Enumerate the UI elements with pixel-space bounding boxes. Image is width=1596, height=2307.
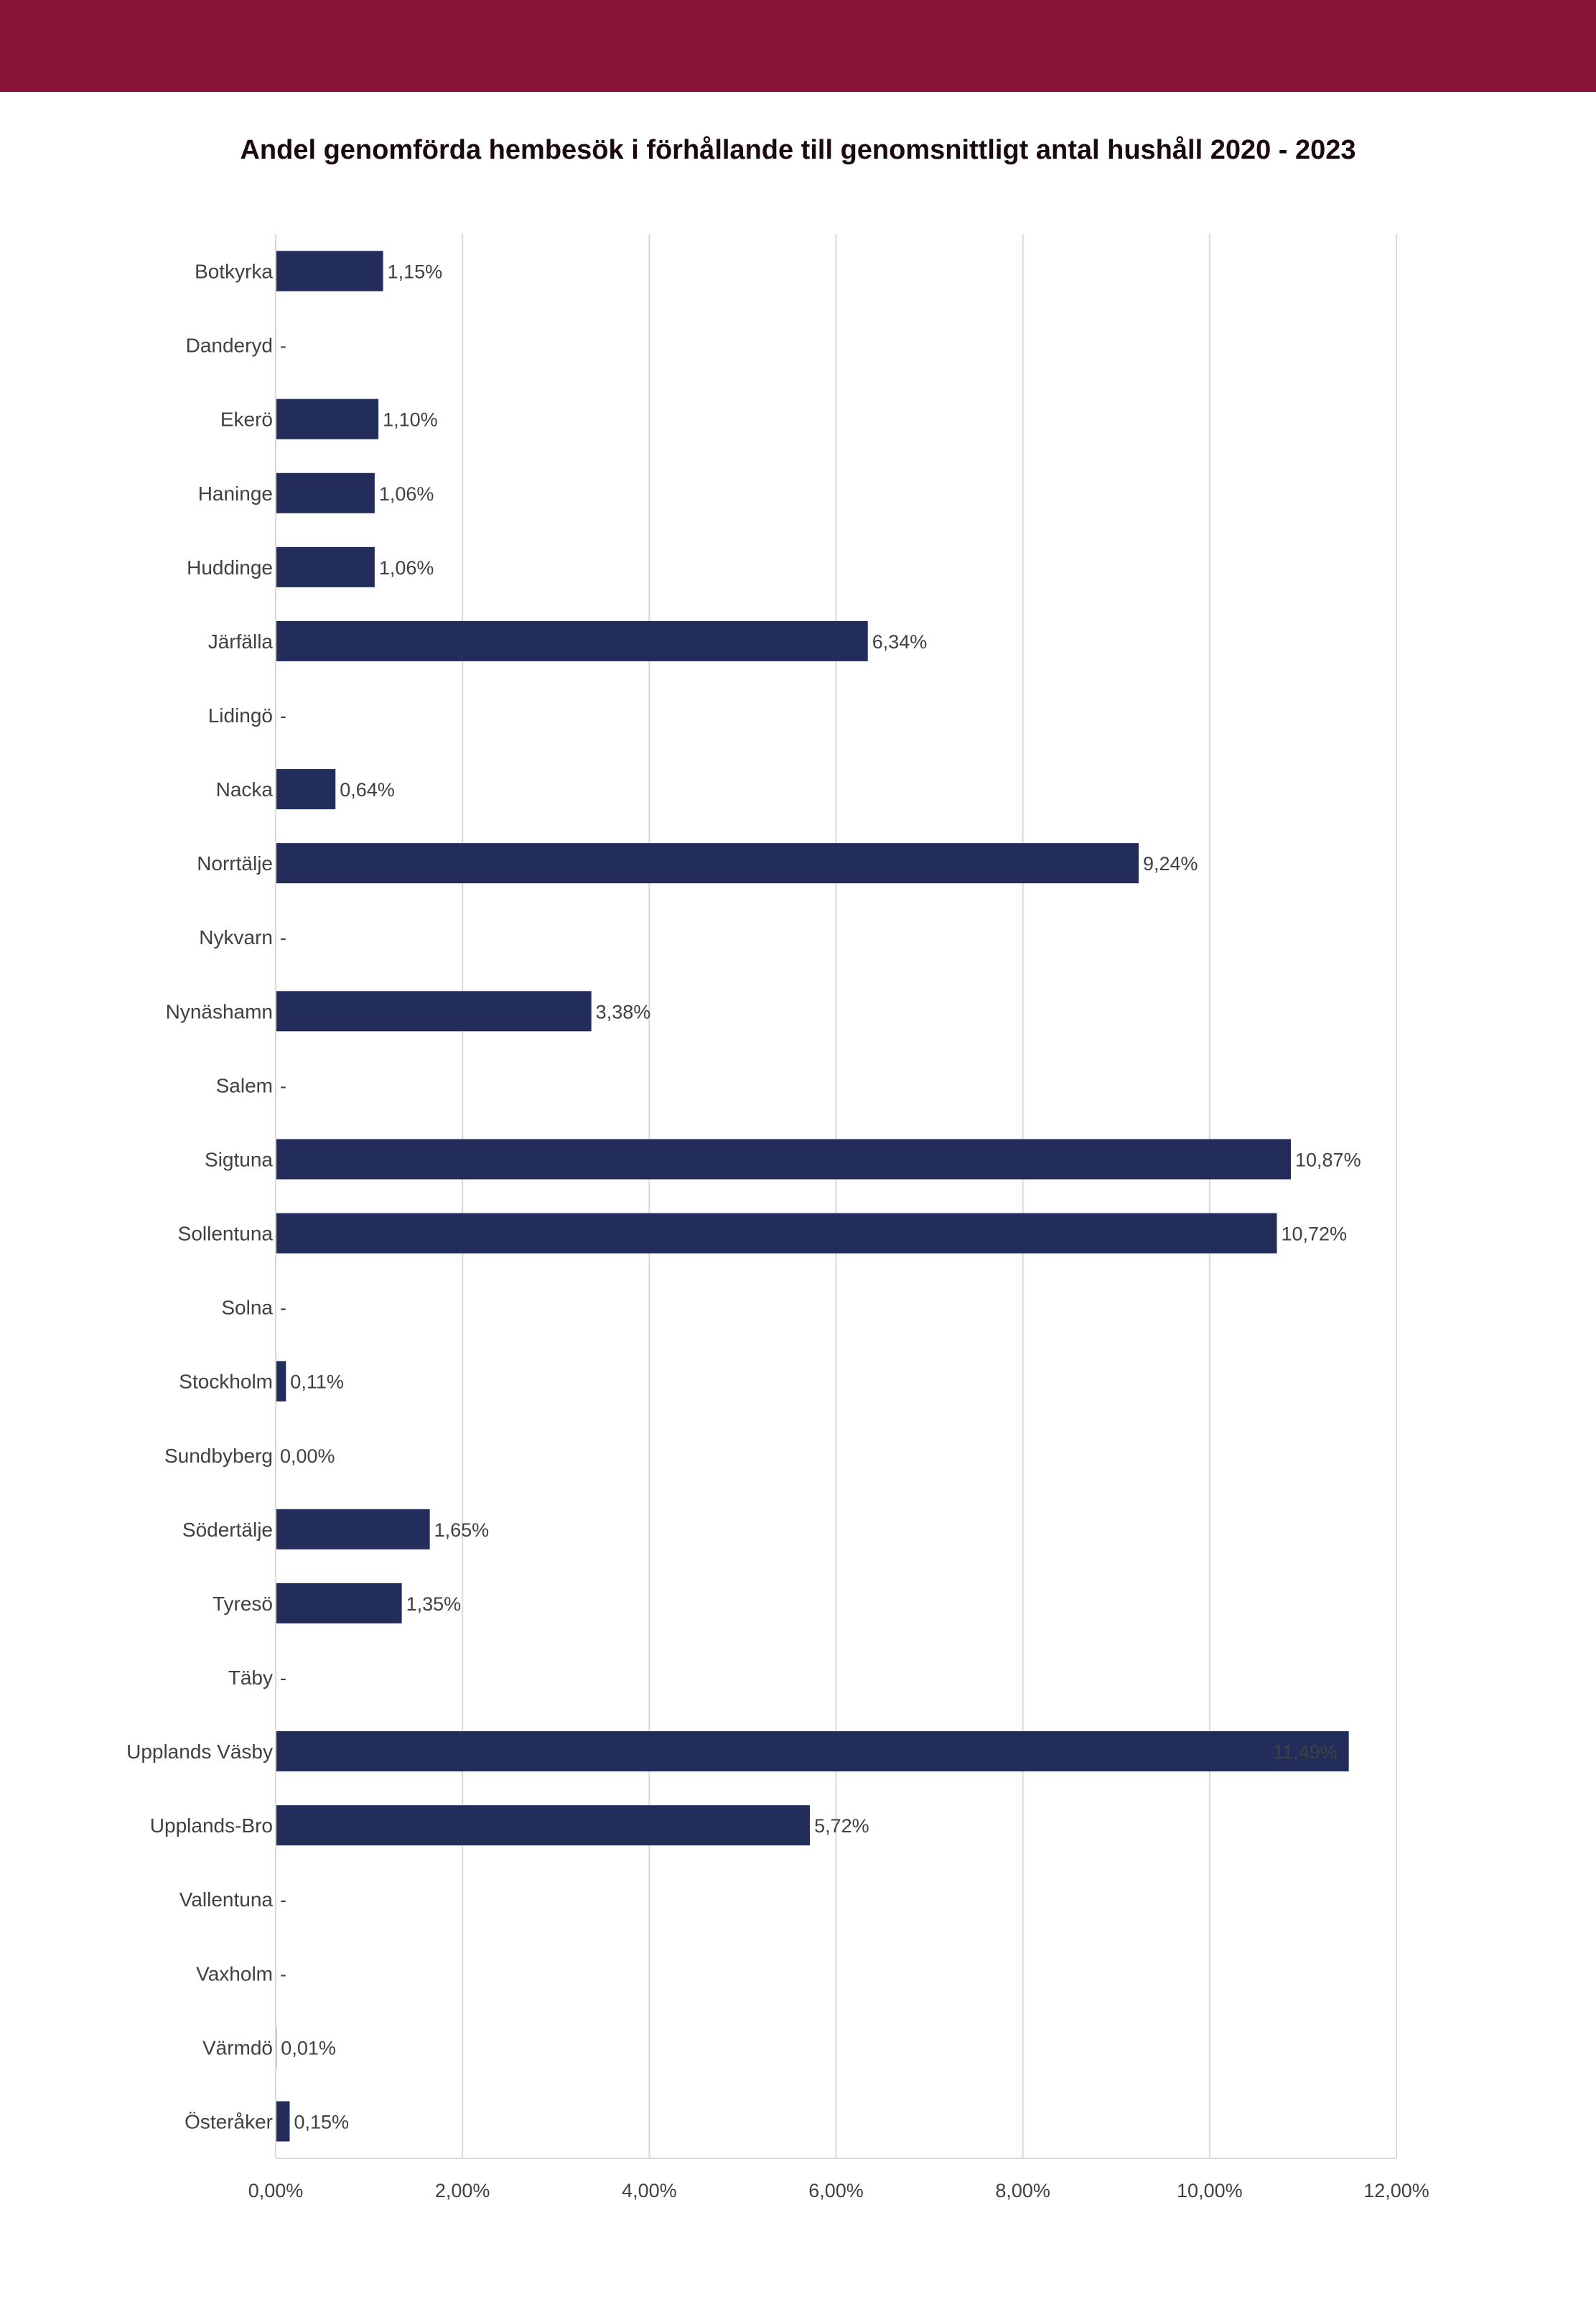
data-label-ekero: 1,10% [383, 409, 438, 431]
labels: 0,00% 2,00% 4,00% 6,00% 8,00% 10,00% 12,00% Bot… [126, 261, 1429, 2201]
bar-norrtalje [276, 843, 1139, 884]
bar-nacka [276, 769, 336, 810]
data-label-osteraker: 0,15% [294, 2111, 350, 2133]
category-label-huddinge: Huddinge [187, 556, 273, 579]
data-label-sodertalje: 1,65% [434, 1519, 490, 1541]
x-tick-label: 0,00% [248, 2180, 304, 2201]
category-label-nynashamn: Nynäshamn [166, 1000, 273, 1022]
data-label-salem: - [280, 1075, 286, 1096]
category-label-nacka: Nacka [216, 778, 274, 801]
data-label-solna: - [280, 1297, 286, 1319]
bar-jarfalla [276, 620, 868, 661]
bar-nynashamn [276, 991, 592, 1032]
header-band [0, 0, 1596, 92]
bar-sigtuna [276, 1139, 1292, 1180]
data-label-taby: - [280, 1667, 286, 1689]
data-label-vallentuna: - [280, 1889, 286, 1911]
x-tick-label: 10,00% [1177, 2180, 1243, 2201]
category-label-upplands-bro: Upplands-Bro [150, 1814, 273, 1837]
x-tick-label: 4,00% [622, 2180, 677, 2201]
bar-upplands-vasby [276, 1731, 1349, 1772]
data-label-lidingo: - [280, 705, 286, 727]
data-label-sigtuna: 10,87% [1295, 1149, 1361, 1170]
bar-botkyrka [276, 251, 383, 292]
category-label-lidingo: Lidingö [208, 704, 273, 727]
data-label-stockholm: 0,11% [290, 1371, 344, 1393]
category-label-tyreso: Tyresö [213, 1593, 273, 1615]
bar-tyreso [276, 1583, 402, 1623]
category-label-norrtalje: Norrtälje [197, 852, 273, 875]
data-label-huddinge: 1,06% [379, 557, 434, 579]
data-label-upplands-bro: 5,72% [814, 1815, 869, 1837]
data-label-jarfalla: 6,34% [872, 631, 928, 653]
x-tick-label: 2,00% [435, 2180, 490, 2201]
category-label-danderyd: Danderyd [186, 335, 273, 357]
x-tick-label: 12,00% [1363, 2180, 1429, 2201]
category-label-nykvarn: Nykvarn [199, 926, 273, 949]
category-label-sigtuna: Sigtuna [205, 1148, 273, 1170]
bar-stockholm [276, 1361, 286, 1402]
bar-ekero [276, 399, 379, 439]
data-label-norrtalje: 9,24% [1143, 853, 1198, 875]
chart-title: Andel genomförda hembesök i förhållande … [240, 135, 1356, 165]
category-label-sundbyberg: Sundbyberg [164, 1445, 273, 1467]
category-label-osteraker: Österåker [185, 2110, 273, 2133]
category-label-stockholm: Stockholm [179, 1371, 273, 1393]
data-label-nynashamn: 3,38% [596, 1001, 651, 1022]
data-label-upplands-vasby: 11,49% [1273, 1741, 1338, 1763]
category-label-taby: Täby [228, 1667, 273, 1689]
x-tick-label: 6,00% [808, 2180, 864, 2201]
category-label-varmdo: Värmdö [202, 2036, 273, 2059]
category-label-ekero: Ekerö [220, 409, 273, 431]
x-tick-label: 8,00% [995, 2180, 1050, 2201]
data-label-haninge: 1,06% [379, 483, 434, 505]
bar-sollentuna [276, 1213, 1277, 1254]
data-label-danderyd: - [280, 335, 286, 357]
data-label-sollentuna: 10,72% [1281, 1224, 1347, 1245]
data-label-botkyrka: 1,15% [388, 261, 443, 283]
data-label-varmdo: 0,01% [281, 2037, 336, 2059]
category-label-salem: Salem [216, 1074, 273, 1096]
bar-huddinge [276, 546, 375, 587]
grid-lines [462, 234, 1397, 2158]
bar-haninge [276, 472, 375, 513]
bars [276, 251, 1349, 2142]
data-label-sundbyberg: 0,00% [280, 1445, 335, 1467]
category-label-vallentuna: Vallentuna [179, 1888, 274, 1911]
category-label-jarfalla: Järfälla [208, 630, 274, 653]
data-label-vaxholm: - [280, 1963, 286, 1985]
bar-sodertalje [276, 1509, 430, 1549]
category-label-solna: Solna [221, 1297, 273, 1319]
data-label-nykvarn: - [280, 927, 286, 949]
category-label-upplands-vasby: Upplands Väsby [126, 1740, 273, 1763]
axes [275, 234, 1396, 2159]
category-label-sollentuna: Sollentuna [178, 1223, 274, 1245]
category-label-sodertalje: Södertälje [182, 1519, 273, 1541]
bar-osteraker [276, 2101, 290, 2142]
category-label-botkyrka: Botkyrka [195, 261, 273, 283]
bar-upplands-bro [276, 1805, 811, 1846]
category-label-haninge: Haninge [198, 483, 273, 505]
category-label-vaxholm: Vaxholm [196, 1962, 273, 1985]
data-label-nacka: 0,64% [340, 779, 395, 801]
data-label-tyreso: 1,35% [406, 1593, 462, 1615]
